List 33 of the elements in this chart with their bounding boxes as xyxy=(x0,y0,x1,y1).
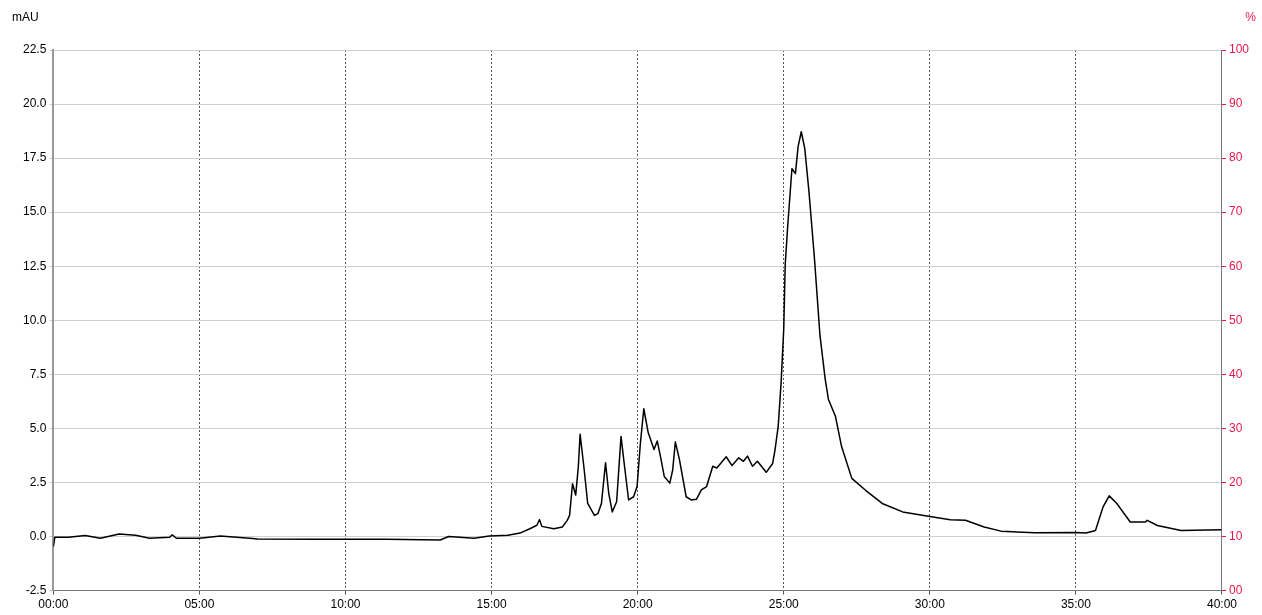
y-tick-label: 12.5 xyxy=(23,258,47,273)
y2-tick-label: 10 xyxy=(1228,528,1243,543)
y2-tick-label: 20 xyxy=(1228,474,1243,489)
y-axis-title: mAU xyxy=(12,10,39,25)
y2-tick-label: 00 xyxy=(1228,582,1243,597)
x-tick-label: 15:00 xyxy=(476,597,507,612)
y2-tick-label: 70 xyxy=(1228,204,1243,219)
x-tick-label: 20:00 xyxy=(622,597,654,612)
y-tick-label: 5.0 xyxy=(29,420,47,435)
y-tick-label: 10.0 xyxy=(23,312,47,327)
y2-tick-label: 100 xyxy=(1228,42,1250,57)
y-tick-label: -2.5 xyxy=(25,582,47,597)
y2-tick-label: 60 xyxy=(1228,258,1243,273)
x-tick-label: 25:00 xyxy=(768,597,800,612)
y2-tick-label: 40 xyxy=(1228,366,1243,381)
y-tick-label: 7.5 xyxy=(29,366,47,381)
x-tick-label: 00:00 xyxy=(38,597,69,612)
y2-tick-label: 80 xyxy=(1228,150,1243,165)
y2-tick-label: 50 xyxy=(1228,312,1243,327)
y-tick-label: 15.0 xyxy=(23,204,47,219)
y-tick-label: 20.0 xyxy=(23,96,47,111)
y2-tick-label: 90 xyxy=(1228,96,1243,111)
x-tick-label: 35:00 xyxy=(1060,597,1092,612)
y-tick-label: 0.0 xyxy=(29,528,47,543)
y-tick-label: 2.5 xyxy=(29,474,47,489)
y2-axis-title: % xyxy=(1245,10,1257,25)
x-tick-label: 40:00 xyxy=(1206,597,1238,612)
y-tick-label: 22.5 xyxy=(23,42,47,57)
x-tick-label: 05:00 xyxy=(184,597,215,612)
y-tick-label: 17.5 xyxy=(23,150,47,165)
y2-tick-label: 30 xyxy=(1228,420,1243,435)
x-tick-label: 10:00 xyxy=(330,597,361,612)
x-tick-label: 30:00 xyxy=(914,597,946,612)
